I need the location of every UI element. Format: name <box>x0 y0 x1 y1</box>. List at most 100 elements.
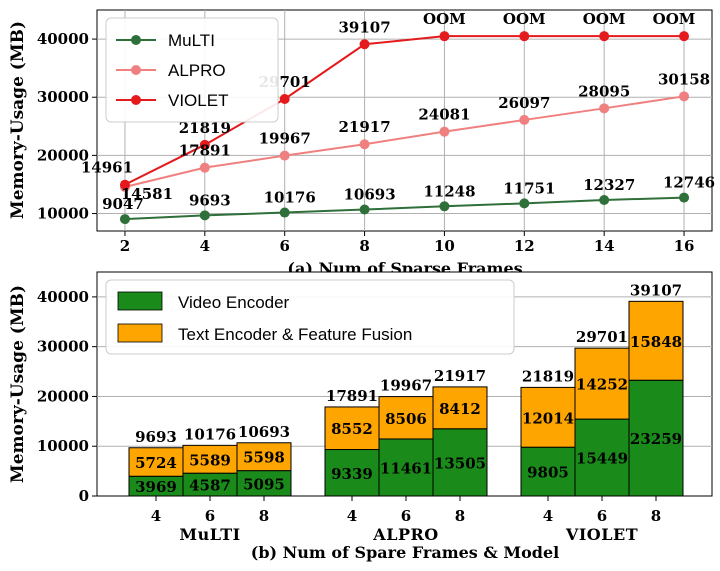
x-tick-label: 14 <box>594 237 615 255</box>
segment-value-label: 5589 <box>189 451 231 469</box>
data-label: 26097 <box>498 94 550 112</box>
x-tick-label: 4 <box>543 507 553 525</box>
bar-caption: (b) Num of Spare Frames & Model <box>251 543 559 562</box>
x-tick-label: 2 <box>120 237 130 255</box>
data-label: 9047 <box>102 195 144 213</box>
group-label: VIOLET <box>565 525 638 544</box>
data-point-multi <box>359 204 370 215</box>
x-tick-label: 6 <box>597 507 607 525</box>
data-point-alpro <box>599 103 610 114</box>
bar-total-label: 17891 <box>326 387 378 405</box>
data-label: 12746 <box>663 174 715 192</box>
legend-marker <box>131 95 141 105</box>
data-label: 11751 <box>503 179 555 197</box>
segment-value-label: 14252 <box>576 376 628 394</box>
legend-swatch <box>117 291 163 311</box>
line-data-labels: 9047 9693 10176 10693 11248 11751 12327 12746 14… <box>81 10 715 213</box>
data-label: 21917 <box>338 118 390 136</box>
series-line-alpro <box>124 95 685 188</box>
data-label: OOM <box>423 10 466 28</box>
bar-series-group <box>128 300 684 497</box>
data-label: OOM <box>653 10 696 28</box>
x-tick-label: 4 <box>200 237 210 255</box>
bar-y-axis-label: Memory-Usage (MB) <box>8 285 28 483</box>
data-label: 39107 <box>338 18 390 36</box>
y-tick-label: 0 <box>79 487 89 505</box>
bar-segment-video-encoder <box>378 438 434 497</box>
data-point-multi <box>119 214 130 225</box>
legend-label: Video Encoder <box>178 293 290 312</box>
x-tick-label: 12 <box>514 237 535 255</box>
data-point-violet <box>119 179 130 190</box>
data-label: 11248 <box>423 182 475 200</box>
line-legend: MuLTI ALPRO VIOLET <box>105 17 279 123</box>
y-tick-label: 20000 <box>37 387 89 405</box>
data-label: OOM <box>583 10 626 28</box>
x-tick-label: 10 <box>434 237 455 255</box>
legend-label: VIOLET <box>168 91 228 110</box>
bar-segment-text-encoder <box>378 396 434 440</box>
bar-segment-text-encoder <box>432 386 488 430</box>
data-label: 12327 <box>583 176 635 194</box>
data-label: 17891 <box>179 142 231 160</box>
segment-value-label: 9805 <box>527 464 569 482</box>
bar-data-labels: 3969 5724 9693 4587 5589 10176 5095 5598 10693 93… <box>135 281 682 496</box>
bar-total-label: 39107 <box>630 281 682 299</box>
data-point-violet <box>439 31 450 42</box>
segment-value-label: 13505 <box>434 454 486 472</box>
data-point-alpro <box>279 150 290 161</box>
data-point-violet <box>599 31 610 42</box>
group-label: MuLTI <box>179 525 240 544</box>
segment-value-label: 8552 <box>331 420 373 438</box>
group-label: ALPRO <box>372 525 438 544</box>
y-tick-label: 10000 <box>37 205 89 223</box>
legend-swatch <box>117 323 163 343</box>
segment-value-label: 5095 <box>243 475 285 493</box>
bar-legend: Video Encoder Text Encoder & Feature Fusi… <box>105 279 515 355</box>
bar-segment-text-encoder <box>574 347 630 420</box>
data-point-alpro <box>439 126 450 137</box>
segment-value-label: 4587 <box>189 477 231 495</box>
data-point-violet <box>519 31 530 42</box>
bar-total-label: 21917 <box>434 367 486 385</box>
y-tick-label: 10000 <box>37 437 89 455</box>
series-line-multi <box>124 196 685 221</box>
bar-segment-text-encoder <box>182 444 238 474</box>
data-point-violet <box>679 31 690 42</box>
bar-chart-panel: 0 10000 20000 30000 40000 4 6 8 MuLTI 4 6 8 ALPRO 4 6 8… <box>8 271 713 562</box>
y-tick-label: 40000 <box>37 30 89 48</box>
segment-value-label: 8412 <box>439 400 481 418</box>
legend-label: ALPRO <box>168 61 226 80</box>
bar-total-label: 29701 <box>576 328 628 346</box>
bar-axes: 0 10000 20000 30000 40000 4 6 8 MuLTI 4 6 8 ALPRO 4 6 8… <box>37 288 661 544</box>
x-tick-label: 6 <box>401 507 411 525</box>
data-point-multi <box>279 207 290 218</box>
bar-segment-text-encoder <box>236 442 292 472</box>
line-chart-panel: 2 4 6 8 10 12 14 16 10000 20000 30000 40000 9047 969… <box>8 9 715 278</box>
data-point-alpro <box>199 162 210 173</box>
data-label: 9693 <box>189 191 231 209</box>
bar-total-label: 10176 <box>184 425 236 443</box>
data-point-violet <box>279 93 290 104</box>
data-label: 19967 <box>259 130 311 148</box>
bar-total-label: 9693 <box>135 428 177 446</box>
data-point-multi <box>439 201 450 212</box>
data-point-alpro <box>359 139 370 150</box>
segment-value-label: 9339 <box>331 465 373 483</box>
x-tick-label: 6 <box>205 507 215 525</box>
x-tick-label: 8 <box>359 237 369 255</box>
legend-label: MuLTI <box>168 31 215 50</box>
x-tick-label: 4 <box>151 507 161 525</box>
segment-value-label: 12014 <box>522 409 574 427</box>
segment-value-label: 5724 <box>135 454 177 472</box>
x-tick-label: 8 <box>259 507 269 525</box>
legend-box <box>105 17 279 123</box>
data-point-multi <box>519 198 530 209</box>
segment-value-label: 11461 <box>380 459 432 477</box>
data-point-violet <box>199 139 210 150</box>
bar-segment-video-encoder <box>324 449 380 497</box>
bar-segment-video-encoder <box>520 446 576 497</box>
bar-segment-video-encoder <box>236 470 292 497</box>
segment-value-label: 23259 <box>630 430 682 448</box>
